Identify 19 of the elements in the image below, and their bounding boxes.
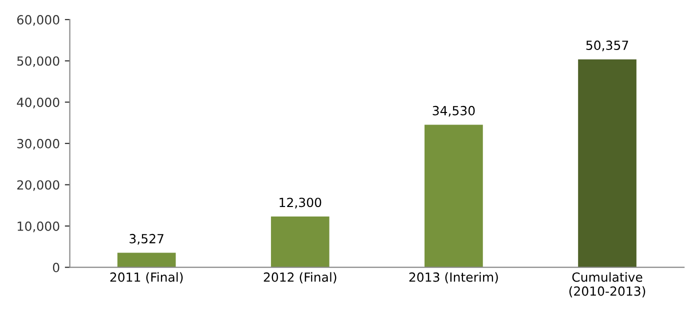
x-tick-label: 2012 (Final) (264, 272, 336, 284)
bar (578, 59, 636, 268)
data-label: 3,527 (130, 234, 164, 245)
bar (270, 216, 330, 268)
y-tick-label: 50,000 (17, 56, 60, 68)
y-tick-label: 10,000 (18, 222, 60, 232)
x-tick-label: 2013 (Interim) (409, 272, 498, 284)
data-label: 34,530 (432, 106, 475, 117)
data-label: 12,300 (280, 198, 322, 208)
y-tick-label: 60,000 (17, 15, 60, 26)
y-tick-label: 40,000 (16, 98, 60, 108)
bar (117, 252, 176, 268)
y-tick-label: 30,000 (17, 138, 60, 150)
x-tick-label: 2011 (Final) (110, 272, 183, 284)
data-label: 50,357 (586, 40, 628, 52)
bar (424, 124, 483, 268)
x-tick-label: Cumulative (2010-2013) (569, 272, 646, 298)
y-tick-label: 0 (52, 262, 60, 272)
y-tick-label: 20,000 (17, 180, 60, 191)
